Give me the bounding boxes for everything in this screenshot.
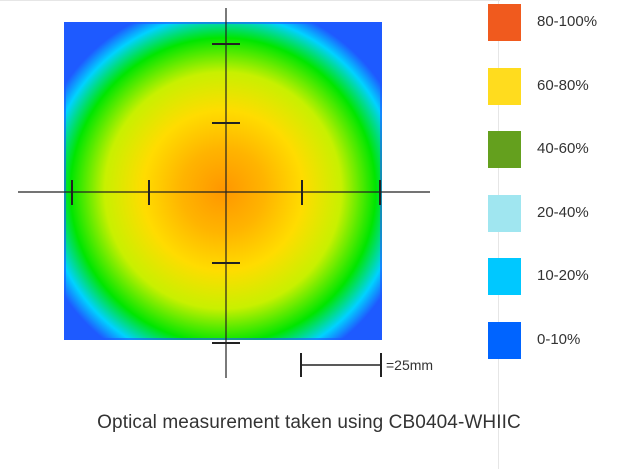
scale-bar-label: =25mm	[386, 357, 433, 373]
legend-label-5: 0-10%	[537, 330, 581, 348]
frame-line-right	[498, 0, 499, 469]
legend-label-1: 60-80%	[537, 76, 589, 94]
frame-line-top	[0, 0, 500, 1]
legend-swatch-2	[488, 131, 521, 168]
legend-swatch-4	[488, 258, 521, 295]
legend-swatch-5	[488, 321, 521, 359]
legend-label-0: 80-100%	[537, 13, 598, 30]
legend-label-2: 40-60%	[537, 140, 589, 157]
legend-swatch-3	[488, 194, 521, 232]
legend-swatch-1	[488, 67, 521, 105]
legend-label-3: 20-40%	[537, 203, 589, 221]
heatmap-field	[64, 22, 382, 340]
legend-label-4: 10-20%	[537, 267, 589, 284]
caption: Optical measurement taken using CB0404-W…	[97, 412, 521, 433]
legend-swatch-0	[488, 4, 521, 41]
